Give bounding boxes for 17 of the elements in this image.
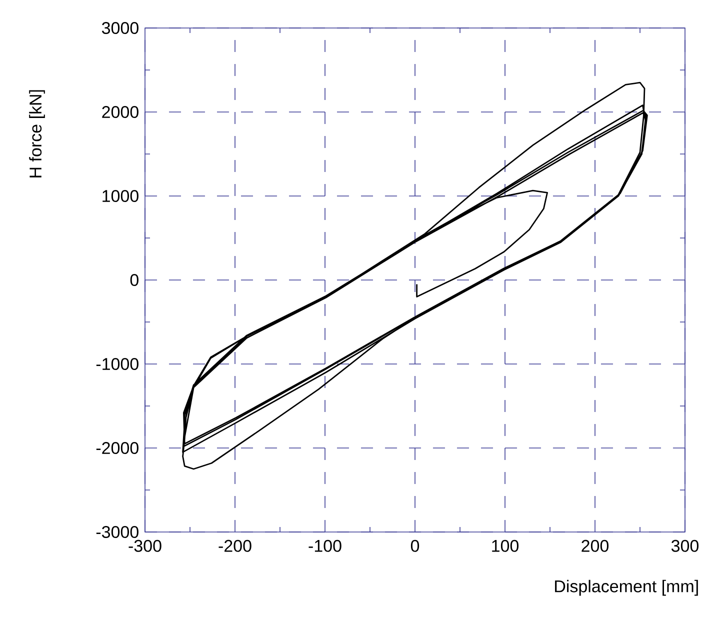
y-tick-label: -1000 [96,358,138,370]
x-axis-title: Displacement [mm] [555,580,698,596]
x-tick-label: 0 [410,540,420,552]
y-tick-label: -2000 [96,442,138,454]
y-tick-label: 3000 [102,22,138,34]
line-series [182,82,648,470]
y-tick-label: 1000 [102,190,138,202]
x-tick-label: -200 [218,540,252,552]
y-tick-label: -3000 [96,526,138,538]
y-tick-label: 2000 [102,106,138,118]
x-tick-label: 100 [492,540,519,552]
y-axis-title: H force [kN] [29,90,45,178]
x-tick-label: 200 [582,540,609,552]
x-tick-label: 300 [671,540,699,552]
x-tick-label: -300 [128,540,162,552]
y-tick-label: 0 [130,274,138,286]
x-tick-label: -100 [308,540,342,552]
